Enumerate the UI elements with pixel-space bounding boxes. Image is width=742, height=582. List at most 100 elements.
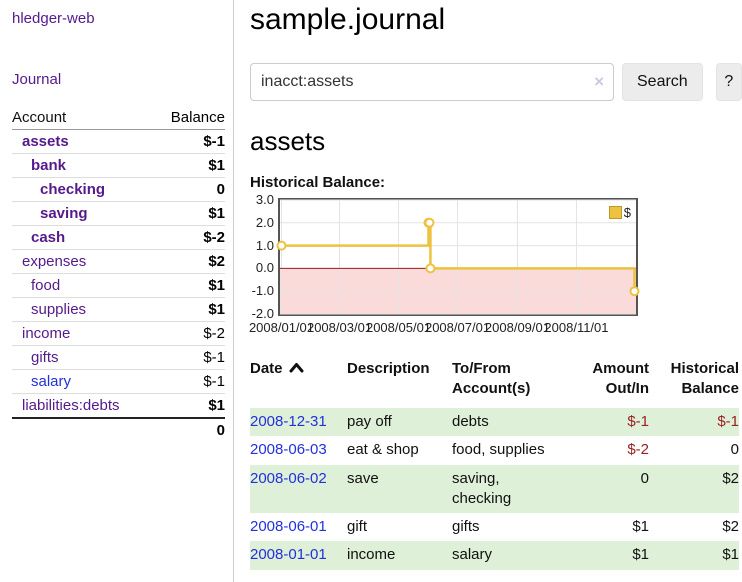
account-balance: $1 [208, 157, 225, 174]
transaction-description: eat & shop [347, 441, 419, 459]
account-row: bank $1 [12, 154, 225, 178]
account-balance: $-2 [203, 325, 225, 342]
account-row: assets $-1 [12, 130, 225, 154]
column-header-description: Description [347, 360, 430, 377]
account-link-bank[interactable]: bank [31, 157, 67, 174]
y-tick-label: 2.0 [255, 214, 274, 230]
account-link-expenses[interactable]: expenses [22, 253, 87, 270]
transaction-accounts: debts [452, 413, 489, 430]
account-link-supplies[interactable]: supplies [31, 301, 87, 318]
x-tick-label: 2008/07/01 [424, 320, 491, 335]
column-header-date[interactable]: Date [250, 357, 347, 408]
legend-swatch-icon [608, 206, 622, 219]
column-header-amount: Amount Out/In [592, 360, 649, 397]
y-tick-label: -1.0 [251, 283, 274, 299]
transaction-balance: $2 [722, 469, 739, 487]
transaction-date-link[interactable]: 2008-01-01 [250, 546, 327, 564]
search-input[interactable] [250, 63, 614, 101]
transaction-row: 2008-01-01 income salary $1 $1 [250, 541, 739, 570]
account-balance: $-1 [203, 133, 225, 150]
account-row: liabilities:debts $1 [12, 394, 225, 418]
accounts-header-account: Account [12, 109, 67, 126]
transaction-accounts: saving, checking [452, 469, 512, 507]
transaction-balance: $1 [722, 546, 739, 564]
y-tick-label: 3.0 [255, 192, 274, 207]
search-form: × Search ? [250, 63, 742, 101]
account-balance: 0 [216, 181, 225, 198]
account-balance: $1 [208, 205, 225, 222]
help-button[interactable]: ? [715, 63, 742, 101]
transaction-date-link[interactable]: 2008-06-02 [250, 469, 327, 487]
chart-plot-area: $ [276, 198, 640, 316]
sidebar-item-journal[interactable]: Journal [12, 71, 62, 88]
brand-link[interactable]: hledger-web [12, 10, 95, 27]
transaction-accounts: salary [452, 546, 493, 564]
account-row: salary $-1 [12, 370, 225, 394]
transaction-row: 2008-06-03 eat & shop food, supplies $-2… [250, 436, 739, 464]
transaction-description: save [347, 469, 379, 487]
transaction-description: pay off [347, 413, 392, 430]
account-row: gifts $-1 [12, 346, 225, 370]
account-balance: $-1 [203, 349, 225, 366]
accounts-total-row: 0 [12, 418, 225, 442]
account-link-food[interactable]: food [31, 277, 61, 294]
account-link-liabilities-debts[interactable]: liabilities:debts [22, 397, 120, 414]
transaction-description: gift [347, 518, 368, 535]
transaction-row: 2008-12-31 pay off debts $-1 $-1 [250, 408, 739, 437]
account-link-gifts[interactable]: gifts [31, 349, 59, 366]
accounts-header-row: Account Balance [12, 106, 225, 130]
accounts-total: 0 [216, 422, 225, 439]
clear-search-icon[interactable]: × [594, 72, 604, 91]
transaction-row: 2008-06-02 save saving, checking 0 $2 [250, 464, 739, 513]
transaction-date-link[interactable]: 2008-06-03 [250, 441, 327, 459]
account-link-income[interactable]: income [22, 325, 71, 342]
transaction-balance: $2 [722, 518, 739, 535]
y-tick-label: -2.0 [251, 306, 274, 321]
page-title: sample.journal [250, 3, 446, 36]
sidebar: hledger-web Journal Account Balance asse… [0, 0, 234, 582]
search-wrap: × [250, 63, 614, 101]
x-tick-label: 2008/05/01 [365, 320, 432, 335]
transaction-description: income [347, 546, 396, 564]
account-link-salary[interactable]: salary [31, 373, 72, 390]
account-row: cash $-2 [12, 226, 225, 250]
transaction-amount: 0 [640, 469, 649, 487]
account-balance: $1 [208, 397, 225, 414]
account-link-assets[interactable]: assets [22, 133, 69, 150]
x-tick-label: 2008/09/01 [484, 320, 550, 335]
y-tick-label: 1.0 [255, 237, 274, 253]
date-header-label: Date [250, 360, 283, 377]
transaction-accounts: food, supplies [452, 441, 545, 459]
transaction-amount: $-2 [627, 441, 649, 459]
transaction-amount: $1 [632, 546, 649, 564]
accounts-header-balance: Balance [170, 109, 225, 126]
account-balance: $-1 [203, 373, 225, 390]
register-table: Date Description To/From Account(s) Amou… [250, 357, 739, 570]
account-link-cash[interactable]: cash [31, 229, 66, 246]
account-row: checking 0 [12, 178, 225, 202]
x-tick-label: 2008/01/01 [248, 320, 315, 335]
account-balance: $1 [208, 277, 225, 294]
search-button[interactable]: Search [622, 63, 703, 101]
account-row: income $-2 [12, 322, 225, 346]
transaction-date-link[interactable]: 2008-12-31 [250, 413, 327, 430]
x-tick-label: 2008/11/01 [544, 320, 609, 335]
column-header-balance: Historical Balance [670, 360, 739, 397]
column-header-tofrom: To/From Account(s) [452, 360, 531, 397]
account-link-checking[interactable]: checking [40, 181, 106, 198]
accounts-table: Account Balance assets $-1 bank $1 check… [12, 106, 225, 442]
main-content: sample.journal × Search ? assets Histori… [235, 0, 742, 582]
account-row: supplies $1 [12, 298, 225, 322]
account-row: expenses $2 [12, 250, 225, 274]
account-balance: $-2 [203, 229, 225, 246]
legend-label: $ [623, 205, 631, 220]
transaction-date-link[interactable]: 2008-06-01 [250, 518, 327, 535]
register-header-row: Date Description To/From Account(s) Amou… [250, 357, 739, 408]
account-row: saving $1 [12, 202, 225, 226]
account-link-saving[interactable]: saving [40, 205, 88, 222]
account-balance: $1 [208, 301, 225, 318]
y-tick-label: 0.0 [255, 260, 274, 276]
transaction-accounts: gifts [452, 518, 480, 535]
account-balance: $2 [208, 253, 225, 270]
sort-ascending-icon [289, 359, 304, 379]
